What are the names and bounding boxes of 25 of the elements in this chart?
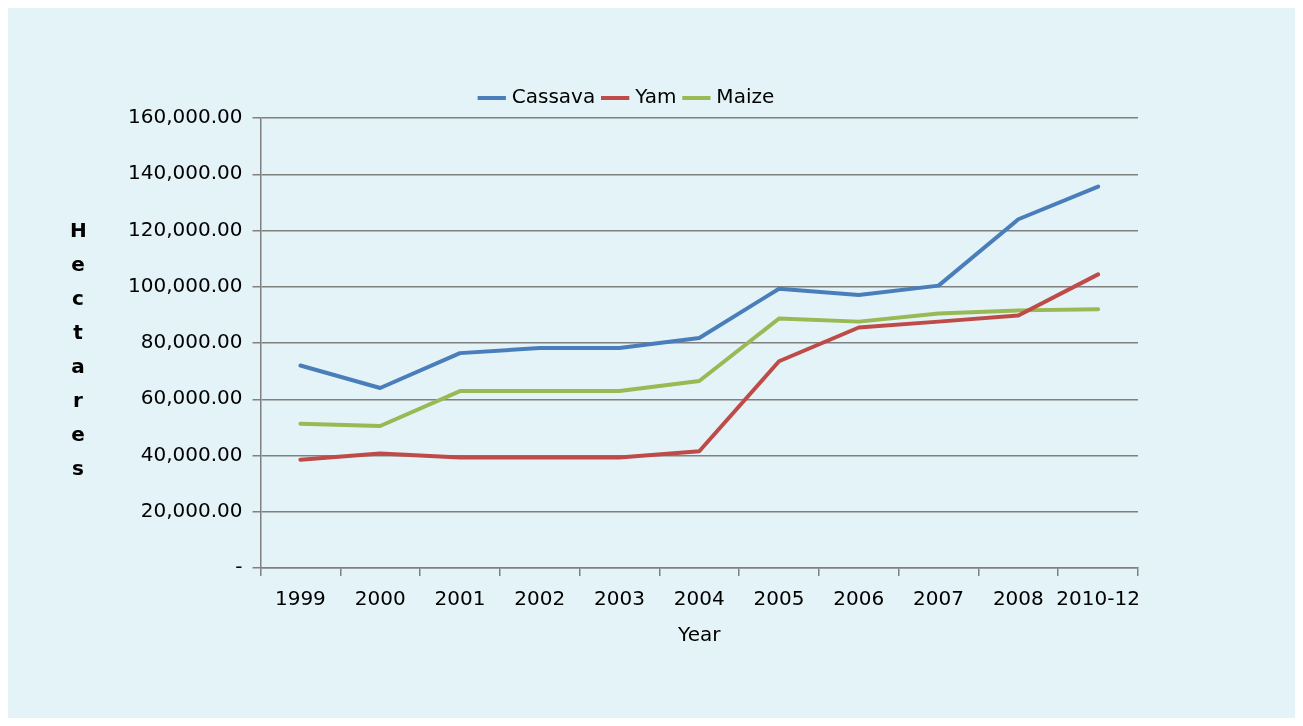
legend-label: Yam — [634, 84, 677, 109]
y-tick-label: 80,000.00 — [140, 329, 243, 354]
legend-label: Cassava — [511, 84, 596, 109]
x-tick-label: 2007 — [913, 586, 965, 611]
x-axis-title: Year — [677, 622, 722, 647]
y-tick-label: 60,000.00 — [140, 385, 243, 410]
x-tick-label: 2010-12 — [1056, 586, 1140, 611]
y-tick-label: - — [235, 554, 243, 579]
y-tick-label: 20,000.00 — [140, 497, 243, 522]
y-tick-label: 100,000.00 — [128, 272, 243, 297]
y-tick-label: 160,000.00 — [128, 104, 243, 129]
x-tick-label: 2003 — [594, 586, 645, 611]
y-tick-label: 120,000.00 — [128, 216, 243, 241]
y-tick-label: 140,000.00 — [128, 160, 243, 185]
x-tick-label: 2004 — [673, 586, 725, 611]
x-tick-label: 2000 — [354, 586, 406, 611]
x-tick-label: 2008 — [992, 586, 1044, 611]
y-tick-label: 40,000.00 — [140, 441, 243, 466]
x-tick-label: 2005 — [753, 586, 805, 611]
x-tick-label: 2001 — [434, 586, 486, 611]
x-tick-label: 2006 — [833, 586, 885, 611]
x-tick-label: 2002 — [514, 586, 566, 611]
y-axis-title: Hectares — [70, 217, 87, 482]
legend-label: Maize — [716, 84, 775, 109]
x-tick-label: 1999 — [274, 586, 326, 611]
